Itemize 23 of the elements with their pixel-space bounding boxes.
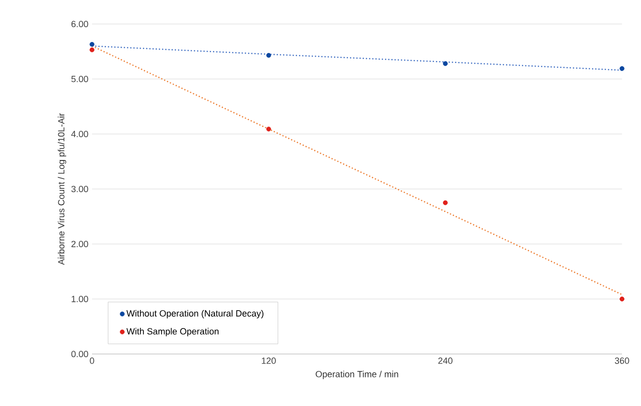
point xyxy=(620,296,624,302)
legend-label: Without Operation (Natural Decay) xyxy=(126,310,264,318)
y-tick-label: 6.00 xyxy=(71,20,88,28)
point xyxy=(442,61,448,66)
y-tick-label: 0.00 xyxy=(71,350,88,358)
point xyxy=(620,66,624,71)
point xyxy=(442,200,448,206)
x-tick-label: 240 xyxy=(438,358,452,364)
x-tick-label: 360 xyxy=(614,358,630,364)
point xyxy=(266,52,272,58)
legend-label: With Sample Operation xyxy=(126,328,219,336)
x-tick-label: 120 xyxy=(262,358,276,364)
y-tick-label: 1.00 xyxy=(72,296,88,302)
x-axis-title: Operation Time / min xyxy=(316,370,398,380)
point xyxy=(90,42,94,47)
y-tick-label: 5.00 xyxy=(71,76,88,82)
y-tick-label: 4.00 xyxy=(71,130,88,138)
y-tick-label: 3.00 xyxy=(71,186,88,192)
point xyxy=(266,126,272,132)
y-axis-title: Airborne Virus Count / Log pfu/10L-Air xyxy=(58,113,66,265)
x-tick-label: 0 xyxy=(90,358,94,364)
point xyxy=(90,47,94,52)
y-tick-label: 2.00 xyxy=(71,240,88,248)
